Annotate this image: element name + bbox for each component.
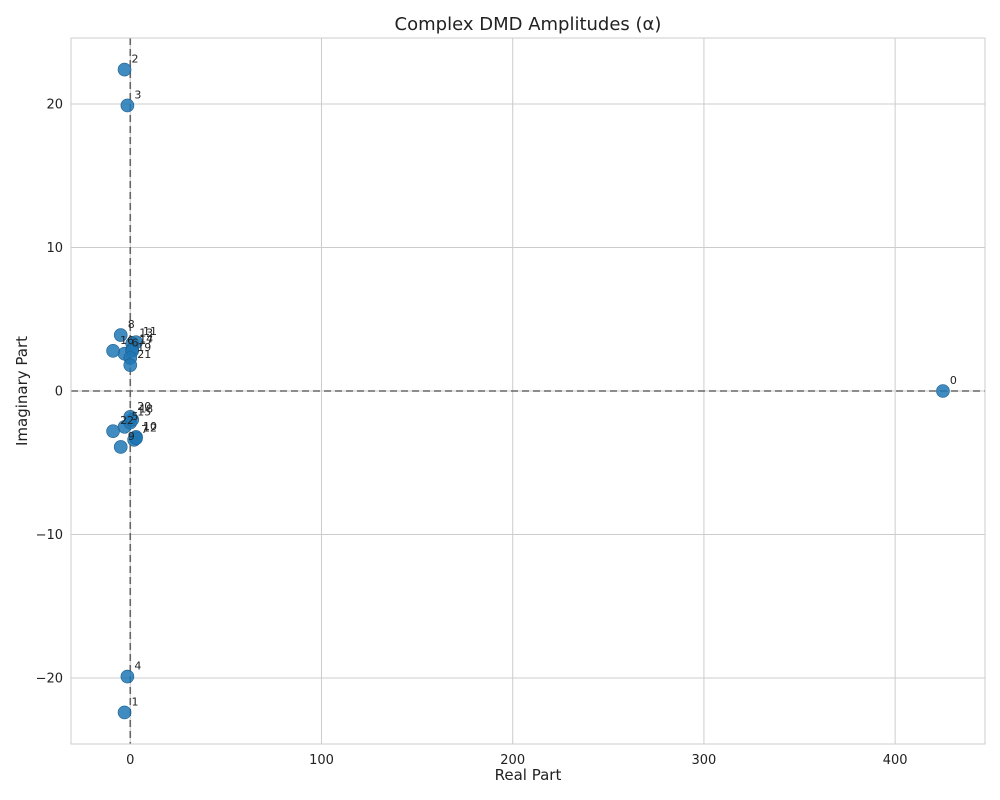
x-axis-title: Real Part xyxy=(495,766,562,784)
y-tick-label: 10 xyxy=(46,241,63,256)
x-tick-label: 0 xyxy=(126,753,134,768)
grid-lines xyxy=(71,38,985,744)
y-tick-label: −20 xyxy=(36,671,63,686)
reference-lines xyxy=(71,38,985,744)
data-point-3 xyxy=(120,98,135,113)
point-label-8: 8 xyxy=(128,318,135,331)
y-tick-label: 0 xyxy=(55,385,63,400)
point-label-13: 13 xyxy=(139,327,153,340)
data-point-22 xyxy=(106,424,120,438)
data-point-12 xyxy=(129,431,143,446)
y-axis-title: Imaginary Part xyxy=(13,336,31,446)
point-label-15: 15 xyxy=(137,406,151,419)
point-label-9: 9 xyxy=(128,430,135,443)
point-label-12: 12 xyxy=(143,421,157,434)
chart-title: Complex DMD Amplitudes (α) xyxy=(395,14,662,35)
x-tick-labels: 0 100 200 300 400 xyxy=(126,753,907,768)
data-point-16 xyxy=(106,344,120,358)
data-point-0 xyxy=(936,384,950,398)
y-tick-label: 20 xyxy=(46,98,63,113)
point-label-0: 0 xyxy=(950,374,957,387)
data-point-21 xyxy=(123,358,138,372)
data-point-8 xyxy=(113,328,128,342)
point-label-22: 22 xyxy=(120,414,134,427)
x-tick-label: 100 xyxy=(309,753,334,768)
data-point-20 xyxy=(123,410,138,424)
point-label-5: 5 xyxy=(132,410,139,423)
point-label-21: 21 xyxy=(137,348,151,361)
y-tick-label: −10 xyxy=(36,528,63,543)
data-point-4 xyxy=(120,669,135,684)
plot-frame xyxy=(70,37,986,745)
point-label-3: 3 xyxy=(134,88,141,101)
x-tick-label: 400 xyxy=(883,753,908,768)
point-label-6: 6 xyxy=(132,337,139,350)
x-tick-label: 300 xyxy=(692,753,717,768)
point-label-10: 10 xyxy=(143,420,157,433)
data-point-1 xyxy=(117,705,132,720)
point-label-20: 20 xyxy=(137,400,151,413)
y-tick-labels: −20 −10 0 10 20 xyxy=(36,98,63,687)
data-point-2 xyxy=(117,62,132,77)
point-label-18: 18 xyxy=(139,403,153,416)
point-label-4: 4 xyxy=(134,660,141,673)
point-label-7: 7 xyxy=(141,423,148,436)
data-points xyxy=(106,62,950,720)
point-label-11: 11 xyxy=(143,325,157,338)
point-label-16: 16 xyxy=(120,334,134,347)
data-point-9 xyxy=(113,440,128,454)
point-label-19: 19 xyxy=(137,341,151,354)
point-label-17: 17 xyxy=(139,334,153,347)
point-label-2: 2 xyxy=(132,53,139,66)
point-label-14: 14 xyxy=(139,332,153,345)
point-label-1: 1 xyxy=(132,695,139,708)
x-tick-label: 200 xyxy=(500,753,525,768)
